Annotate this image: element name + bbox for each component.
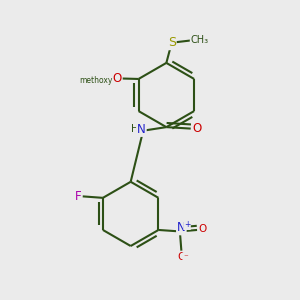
Text: F: F: [75, 190, 81, 203]
Text: O: O: [192, 122, 201, 135]
Text: N: N: [137, 123, 146, 136]
Text: H: H: [131, 124, 139, 134]
Text: N: N: [177, 221, 186, 234]
Text: methoxy: methoxy: [79, 76, 112, 85]
Text: O: O: [198, 224, 207, 234]
Text: O: O: [112, 72, 122, 85]
Text: S: S: [168, 36, 176, 49]
Text: CH₃: CH₃: [190, 35, 209, 45]
Text: ⁻: ⁻: [183, 253, 188, 262]
Text: +: +: [184, 220, 190, 230]
Text: O: O: [178, 252, 186, 262]
